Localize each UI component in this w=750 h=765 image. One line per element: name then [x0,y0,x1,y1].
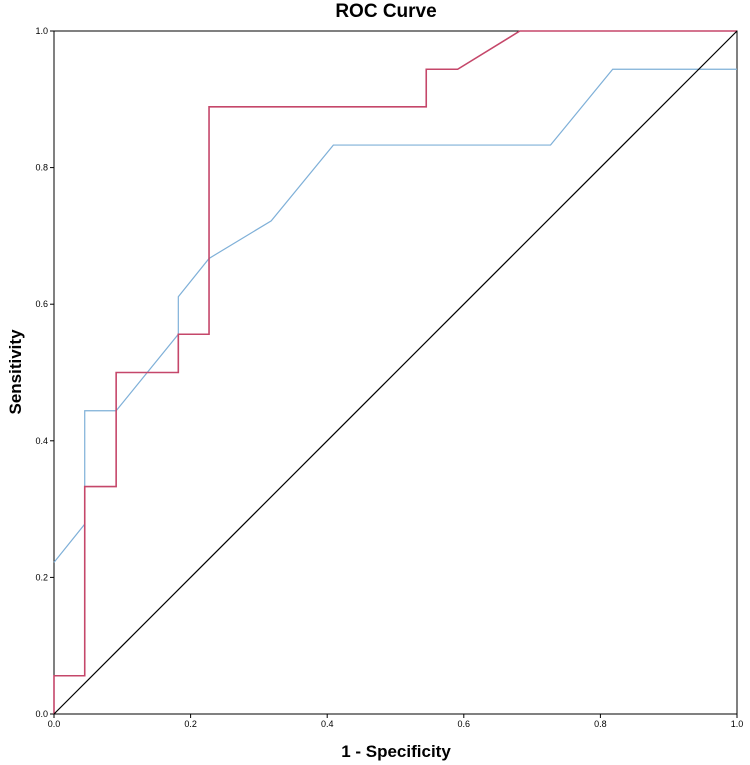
x-tick-label: 0.2 [184,719,197,729]
x-tick-label: 0.8 [594,719,607,729]
x-tick-label: 1.0 [731,719,744,729]
y-tick-label: 0.4 [35,436,48,446]
chart-title: ROC Curve [335,1,436,22]
y-tick-label: 0.2 [35,572,48,582]
series-layer [53,30,738,715]
y-tick-label: 1.0 [35,26,48,36]
blue-roc-curve [53,68,737,563]
x-axis-title: 1 - Specificity [341,742,451,761]
y-tick-label: 0.0 [35,709,48,719]
x-tick-label: 0.6 [458,719,471,729]
x-tick-label: 0.4 [321,719,334,729]
y-axis-title: Sensitivity [6,329,25,415]
x-axis-ticks: 0.0 0.2 0.4 0.6 0.8 1.0 [48,714,744,729]
y-axis-ticks: 0.0 0.2 0.4 0.6 0.8 1.0 [35,26,54,719]
plot-frame [53,30,738,715]
diagonal-reference-line [53,30,738,715]
y-tick-label: 0.8 [35,163,48,173]
x-tick-label: 0.0 [48,719,61,729]
y-tick-label: 0.6 [35,299,48,309]
red-roc-curve [53,30,737,714]
